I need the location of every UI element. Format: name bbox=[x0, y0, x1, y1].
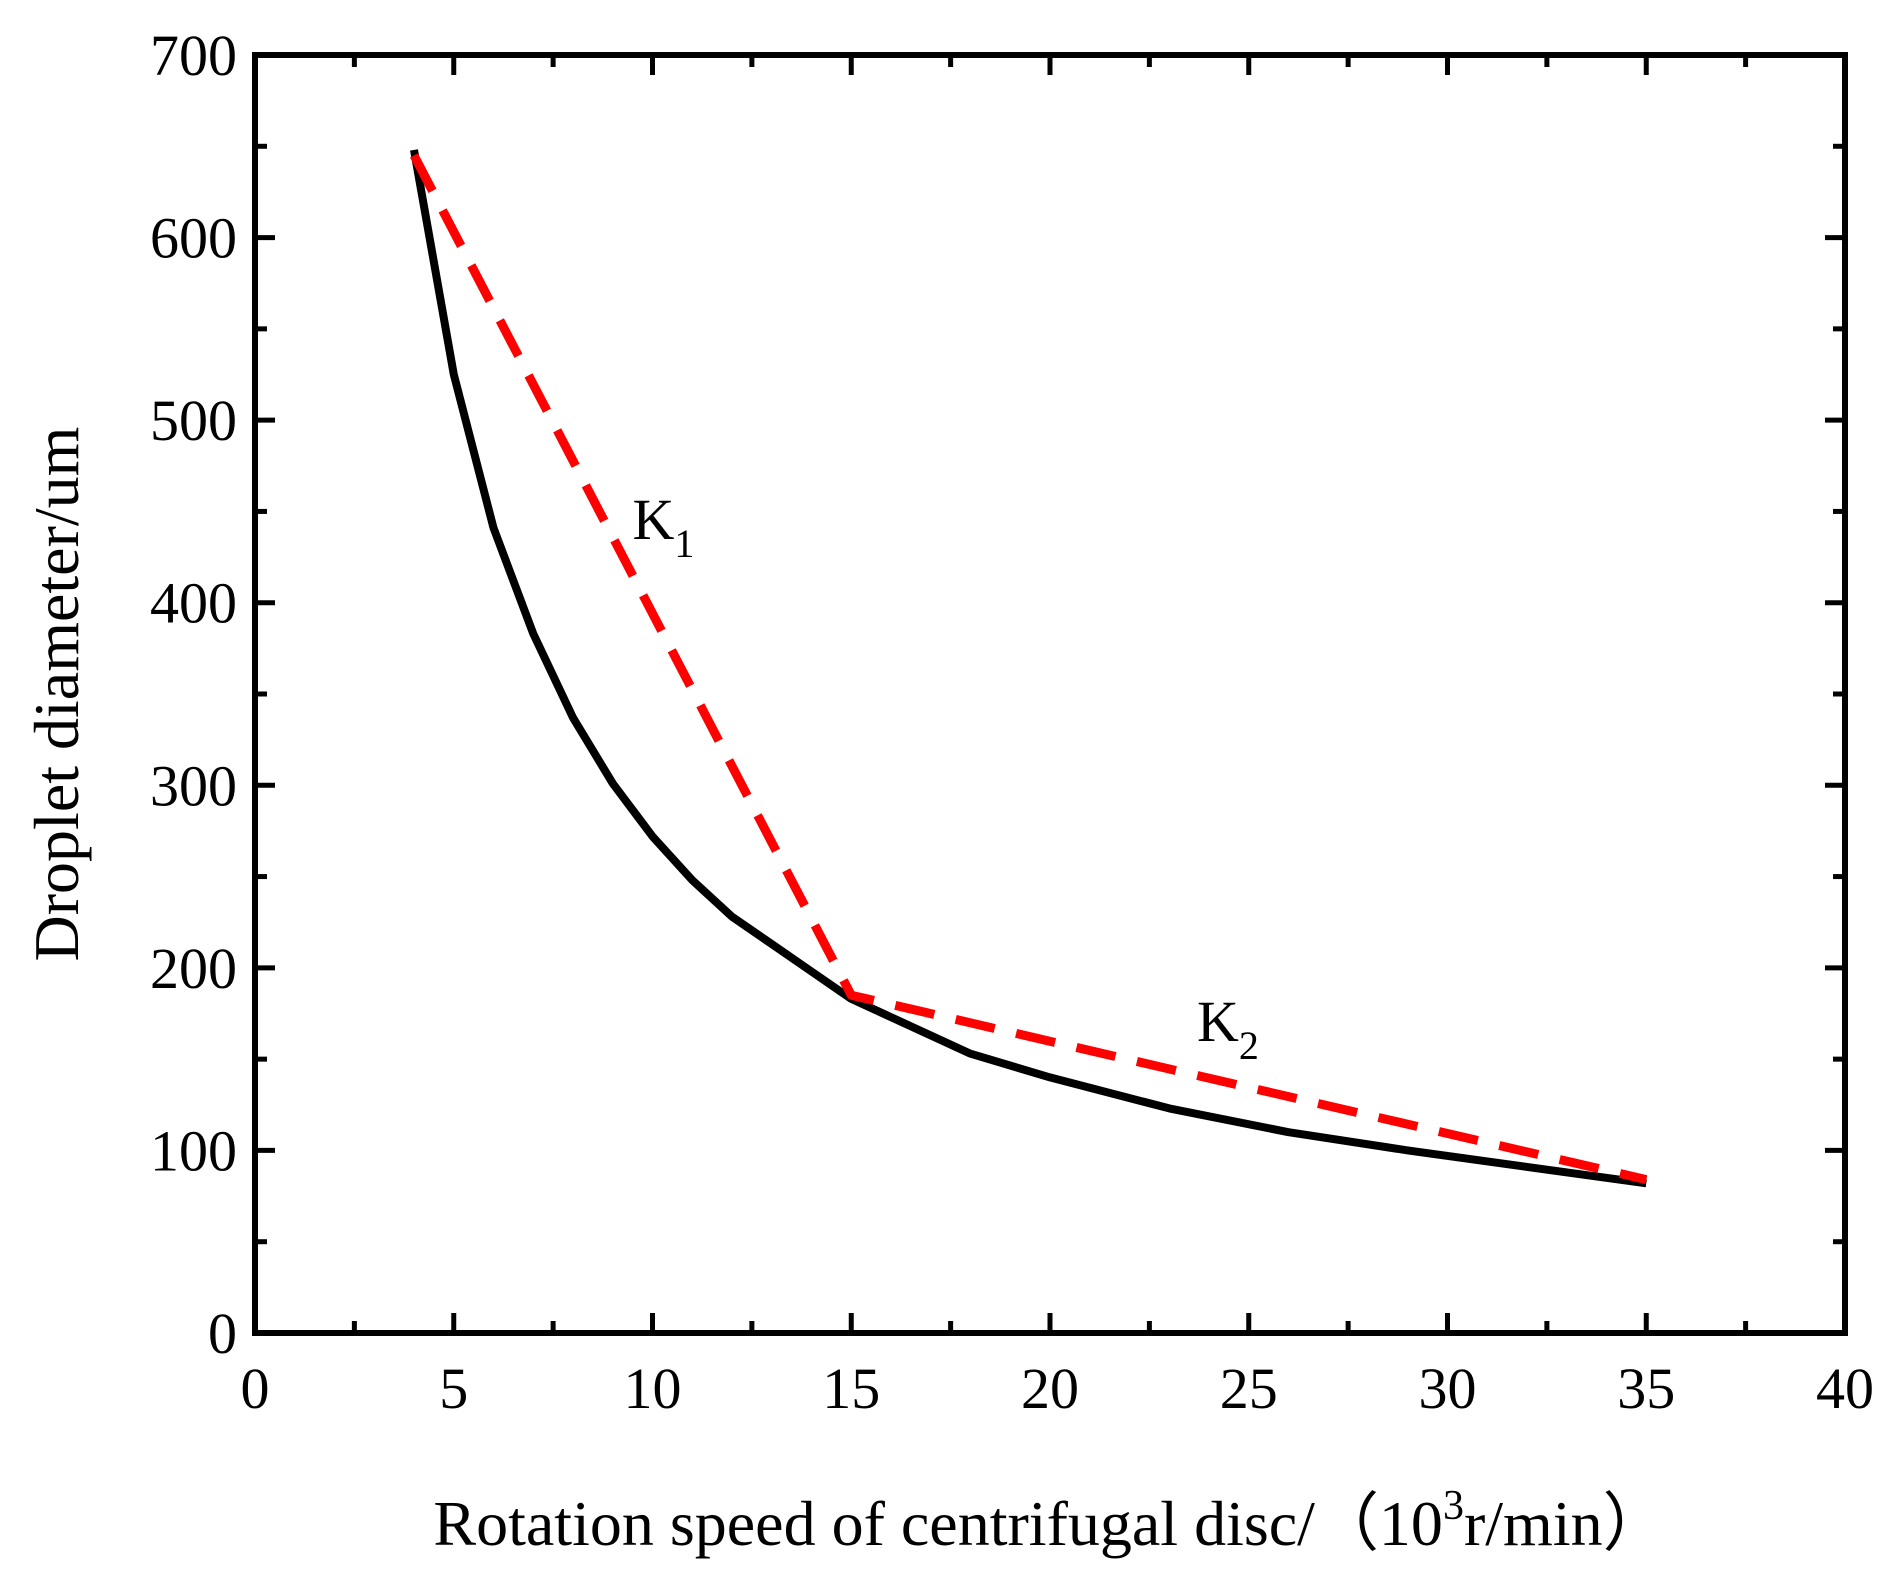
x-tick-label: 0 bbox=[241, 1356, 270, 1421]
y-tick-label: 200 bbox=[150, 936, 237, 1001]
x-tick-label: 40 bbox=[1816, 1356, 1874, 1421]
x-tick-label: 20 bbox=[1021, 1356, 1079, 1421]
x-axis-title: Rotation speed of centrifugal disc/（103r… bbox=[433, 1483, 1666, 1559]
x-axis-title-tail: r/min） bbox=[1464, 1488, 1667, 1559]
x-tick-label: 5 bbox=[439, 1356, 468, 1421]
annotation-k1-subscript: 1 bbox=[674, 521, 694, 566]
y-tick-label: 700 bbox=[150, 23, 237, 88]
y-tick-label: 0 bbox=[208, 1301, 237, 1366]
annotation-k2-subscript: 2 bbox=[1239, 1023, 1259, 1068]
y-tick-label: 300 bbox=[150, 753, 237, 818]
annotation-k1-label: K bbox=[633, 487, 675, 552]
y-tick-label: 600 bbox=[150, 206, 237, 271]
x-tick-label: 30 bbox=[1419, 1356, 1477, 1421]
annotation-k1: K1 bbox=[633, 487, 695, 566]
annotation-k2: K2 bbox=[1197, 989, 1259, 1068]
y-tick-label: 500 bbox=[150, 388, 237, 453]
series-line-droplet-diameter bbox=[410, 149, 1647, 1188]
x-axis-title-main: Rotation speed of centrifugal disc/（10 bbox=[433, 1488, 1443, 1559]
x-tick-label: 15 bbox=[822, 1356, 880, 1421]
x-axis-title-superscript: 3 bbox=[1443, 1483, 1464, 1529]
series-layer bbox=[410, 149, 1648, 1188]
y-tick-label: 400 bbox=[150, 571, 237, 636]
x-tick-labels: 0 5 10 15 20 25 30 35 40 bbox=[241, 1356, 1875, 1421]
y-tick-label: 100 bbox=[150, 1118, 237, 1183]
x-tick-label: 10 bbox=[624, 1356, 682, 1421]
y-axis-title: Droplet diameter/um bbox=[21, 427, 92, 962]
series-line-trend bbox=[410, 153, 1648, 1184]
y-tick-labels: 0 100 200 300 400 500 600 700 bbox=[150, 23, 237, 1366]
x-tick-label: 35 bbox=[1617, 1356, 1675, 1421]
plot-frame bbox=[252, 52, 1848, 1336]
annotation-k2-label: K bbox=[1197, 989, 1239, 1054]
tick-marks bbox=[252, 52, 1848, 1336]
x-tick-label: 25 bbox=[1220, 1356, 1278, 1421]
